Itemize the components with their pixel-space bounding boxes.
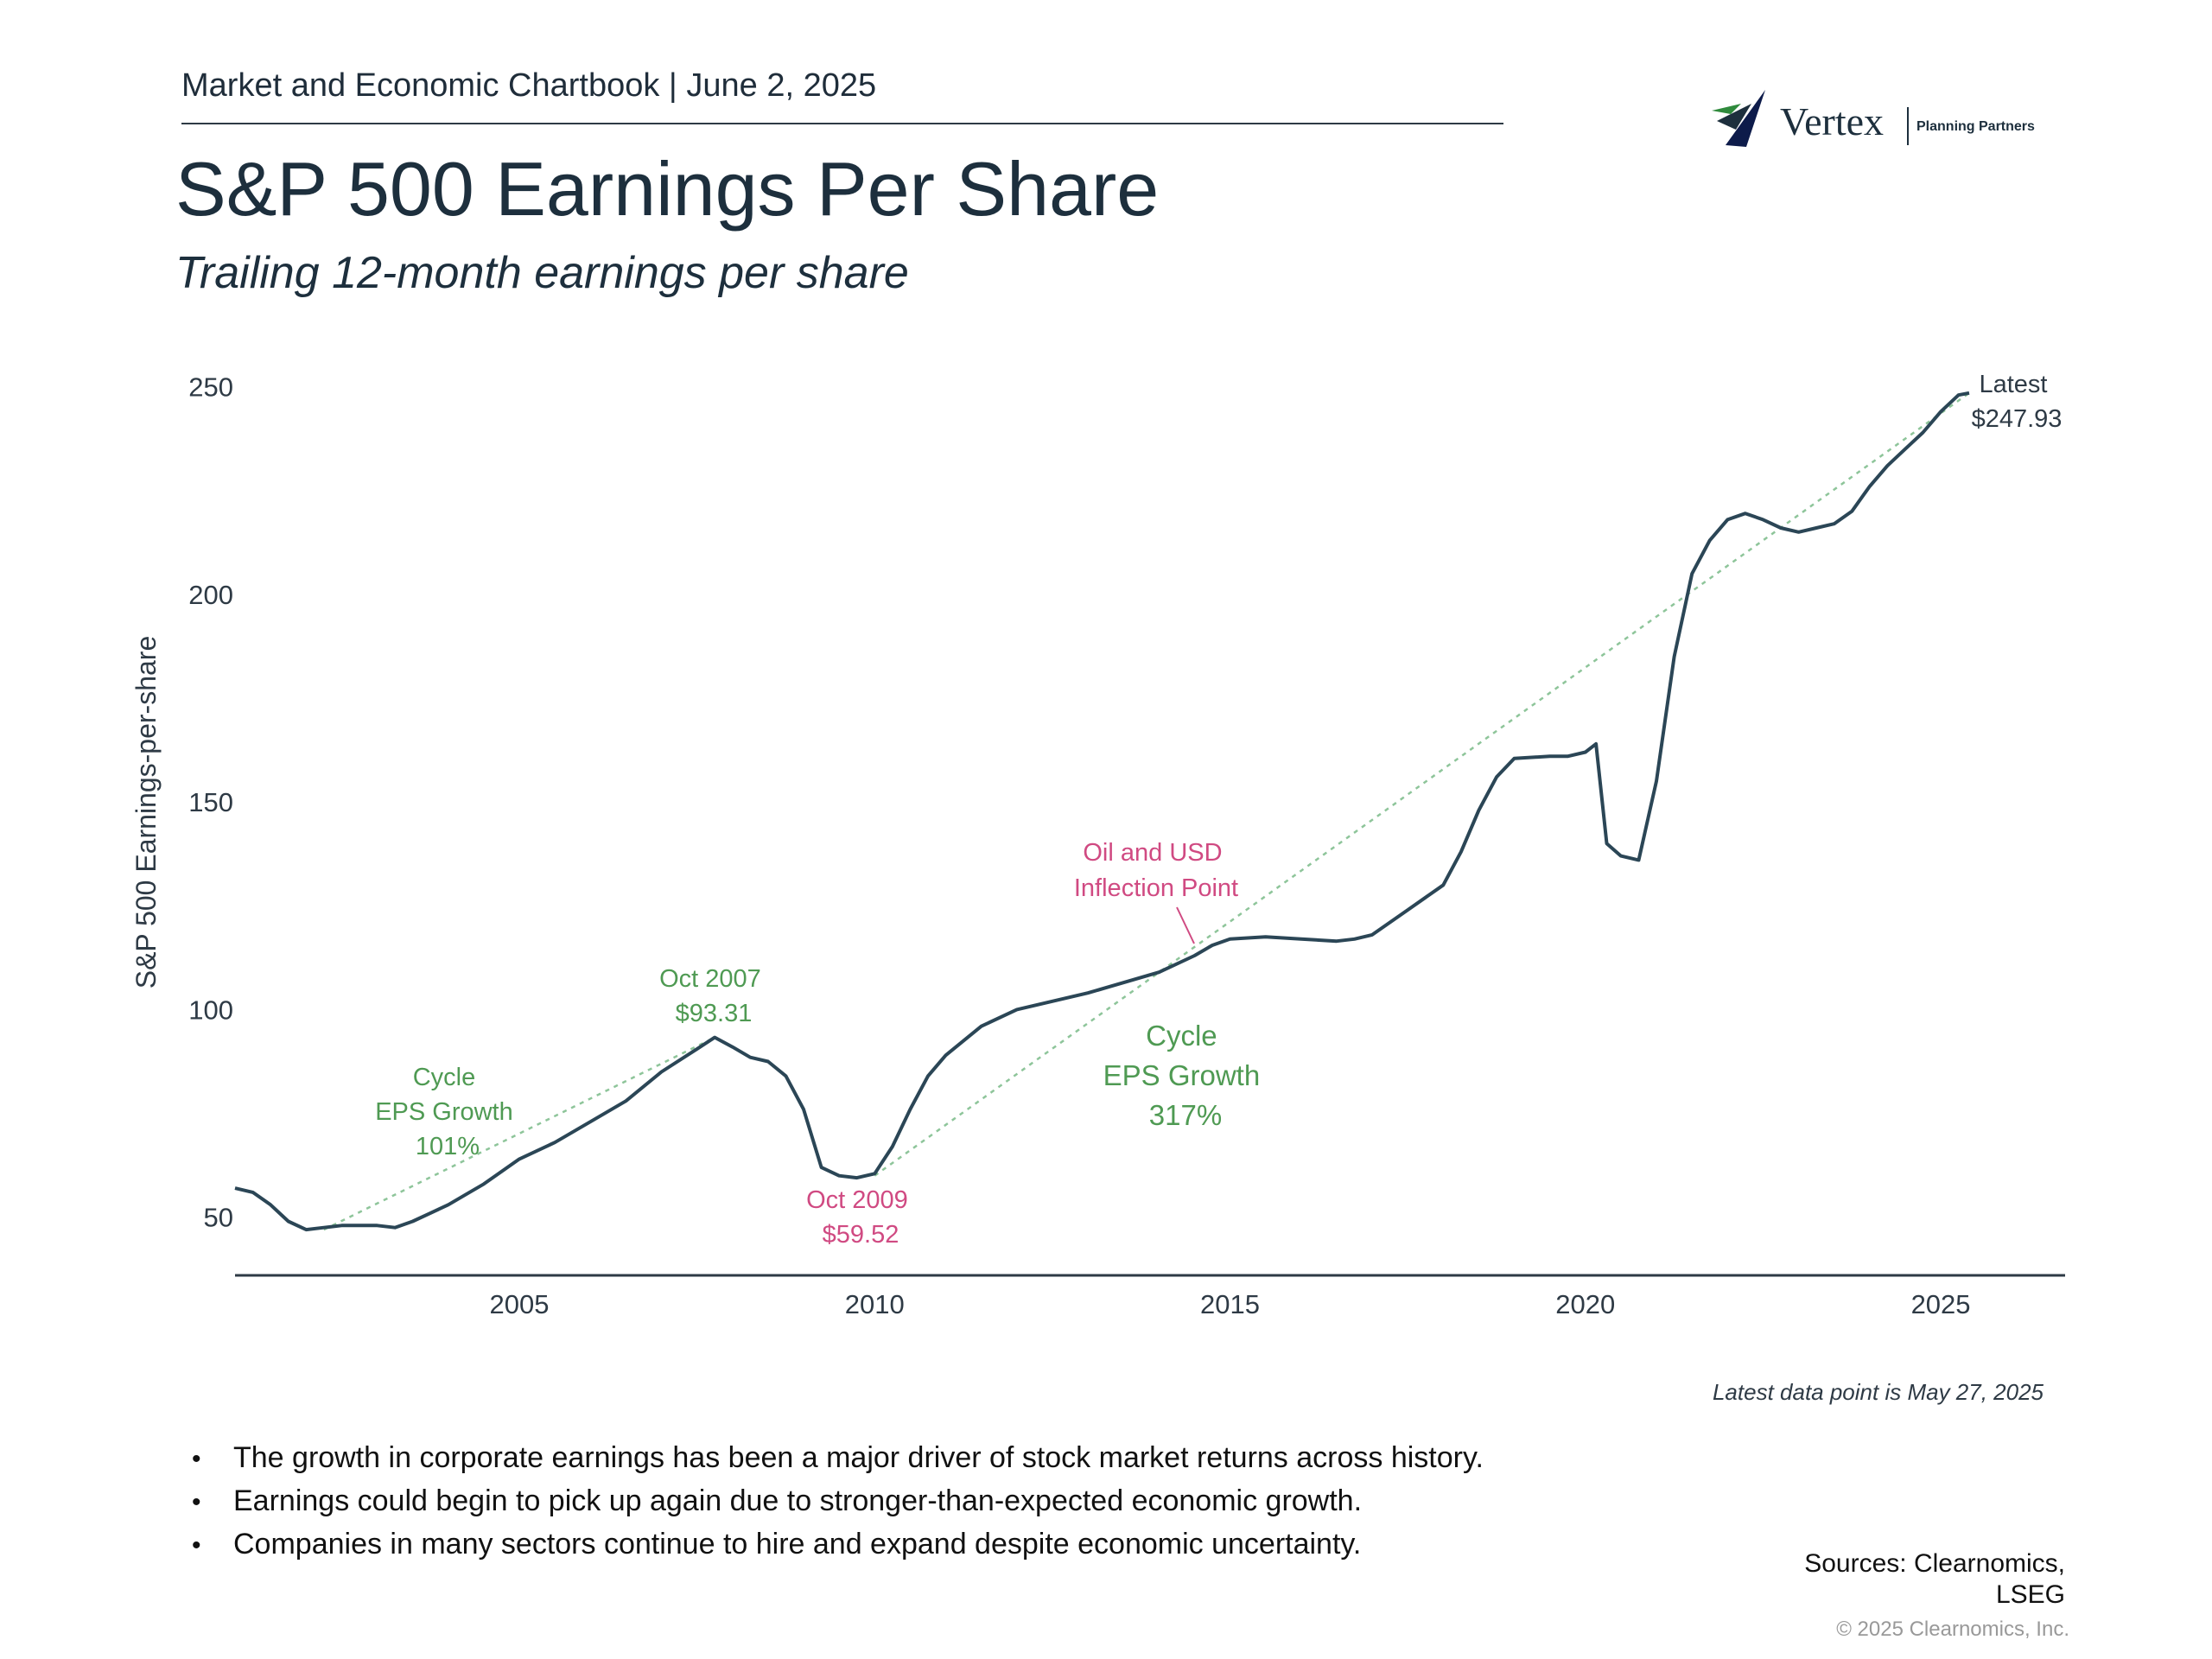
annotation-line: Cycle: [1146, 1020, 1217, 1052]
annotation-line: EPS Growth: [1103, 1059, 1261, 1091]
list-item: • The growth in corporate earnings has be…: [192, 1436, 1484, 1479]
bullet-text: The growth in corporate earnings has bee…: [233, 1441, 1484, 1474]
x-tick-label: 2005: [490, 1289, 550, 1319]
sources: Sources: Clearnomics, LSEG: [1728, 1548, 2065, 1611]
logo-wordmark: Vertex: [1780, 99, 1885, 143]
annotation-line: EPS Growth: [375, 1098, 513, 1126]
bullet-icon: •: [192, 1531, 201, 1560]
copyright: © 2025 Clearnomics, Inc.: [1836, 1618, 2069, 1641]
bullet-icon: •: [192, 1488, 201, 1516]
inflection-leader-line: [1176, 906, 1195, 944]
logo-separator: [1907, 107, 1909, 145]
y-tick-label: 50: [204, 1203, 233, 1233]
annotation-line: Latest: [1979, 371, 2047, 398]
annotation-cycle-101: Cycle EPS Growth 101%: [375, 1064, 520, 1160]
series-layer: [234, 391, 1970, 1232]
annotation-line: Oct 2007: [659, 965, 761, 993]
key-points-list: • The growth in corporate earnings has be…: [192, 1436, 1484, 1566]
annotation-latest: Latest $247.93: [1972, 371, 2063, 433]
x-tick-label: 2010: [845, 1289, 905, 1319]
y-tick-label: 150: [188, 787, 233, 817]
y-tick-label: 250: [188, 372, 233, 403]
vertex-mark-icon: [1712, 90, 1765, 147]
sources-line: Sources: Clearnomics,: [1804, 1549, 2065, 1578]
annotation-line: Oct 2009: [806, 1186, 908, 1214]
sources-line: LSEG: [1995, 1580, 2065, 1609]
trend-lines: [323, 391, 1970, 1231]
annotation-line: $247.93: [1972, 405, 2063, 433]
chartbook-header: Market and Economic Chartbook | June 2, …: [181, 67, 877, 104]
company-logo: Vertex Planning Partners: [1707, 85, 2052, 162]
x-tick-label: 2020: [1555, 1289, 1615, 1319]
logo-tagline: Planning Partners: [1916, 119, 2035, 134]
y-tick-label: 200: [188, 580, 233, 610]
annotation-line: 317%: [1149, 1099, 1222, 1131]
annotation-line: 101%: [416, 1133, 480, 1160]
bullet-text: Earnings could begin to pick up again du…: [233, 1484, 1363, 1517]
annotation-line: $93.31: [676, 1000, 753, 1027]
annotation-cycle-317: Cycle EPS Growth 317%: [1103, 1020, 1268, 1131]
x-tick-labels: 2005 2010 2015 2020 2025: [490, 1289, 1971, 1319]
eps-line-chart: 2005 2010 2015 2020 2025 50 100 150 200 250 S&P …: [130, 371, 2065, 1319]
annotation-oct2007: Oct 2007 $93.31: [659, 965, 768, 1027]
eps-series-line: [234, 391, 1970, 1232]
x-tick-label: 2015: [1200, 1289, 1260, 1319]
list-item: • Companies in many sectors continue to h…: [192, 1522, 1484, 1566]
trend-line: [874, 391, 1970, 1177]
x-tick-label: 2025: [1911, 1289, 1971, 1319]
y-axis-label: S&P 500 Earnings-per-share: [130, 636, 162, 989]
annotation-line: $59.52: [823, 1221, 899, 1249]
header-divider: [181, 123, 1503, 124]
page-subtitle: Trailing 12-month earnings per share: [175, 248, 909, 298]
annotation-line: Inflection Point: [1074, 874, 1238, 902]
bullet-icon: •: [192, 1445, 201, 1473]
annotation-inflection: Oil and USD Inflection Point: [1074, 839, 1238, 902]
annotation-line: Cycle: [413, 1064, 476, 1091]
page-title: S&P 500 Earnings Per Share: [175, 146, 1160, 232]
bullet-text: Companies in many sectors continue to hi…: [233, 1528, 1362, 1560]
list-item: • Earnings could begin to pick up again d…: [192, 1479, 1484, 1522]
data-note: Latest data point is May 27, 2025: [1712, 1379, 2044, 1405]
y-tick-label: 100: [188, 995, 233, 1025]
y-tick-labels: 50 100 150 200 250: [188, 372, 233, 1233]
trend-line: [323, 1036, 715, 1231]
annotation-oct2009: Oct 2009 $59.52: [806, 1186, 915, 1249]
annotation-line: Oil and USD: [1083, 839, 1222, 867]
